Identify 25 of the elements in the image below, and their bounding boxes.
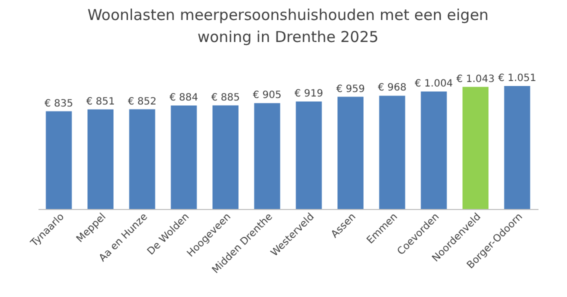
bar xyxy=(129,109,156,209)
data-label: € 1.051 xyxy=(498,73,536,84)
data-label: € 852 xyxy=(128,96,156,108)
data-label: € 959 xyxy=(336,84,365,95)
bar xyxy=(462,86,488,209)
bar xyxy=(504,86,530,209)
data-label: € 968 xyxy=(378,82,406,94)
data-label: € 835 xyxy=(44,98,74,110)
bar xyxy=(46,111,72,209)
data-label: € 1.004 xyxy=(414,78,453,90)
data-label: € 919 xyxy=(294,88,324,100)
bar xyxy=(254,103,280,209)
chart-title: Woonlasten meerpersoonshuishouden met een eigen woning in Drenthe 2025 xyxy=(87,6,489,46)
bar xyxy=(296,101,322,209)
bar xyxy=(212,105,238,209)
data-label: € 885 xyxy=(211,92,240,104)
data-label: € 1.043 xyxy=(456,74,495,85)
data-label: € 884 xyxy=(170,92,198,104)
data-label: € 905 xyxy=(252,90,282,102)
bar xyxy=(420,92,447,209)
bar xyxy=(88,109,114,209)
bar xyxy=(338,96,364,209)
bar xyxy=(379,96,406,209)
bar xyxy=(170,106,197,209)
data-label: € 851 xyxy=(86,96,115,108)
